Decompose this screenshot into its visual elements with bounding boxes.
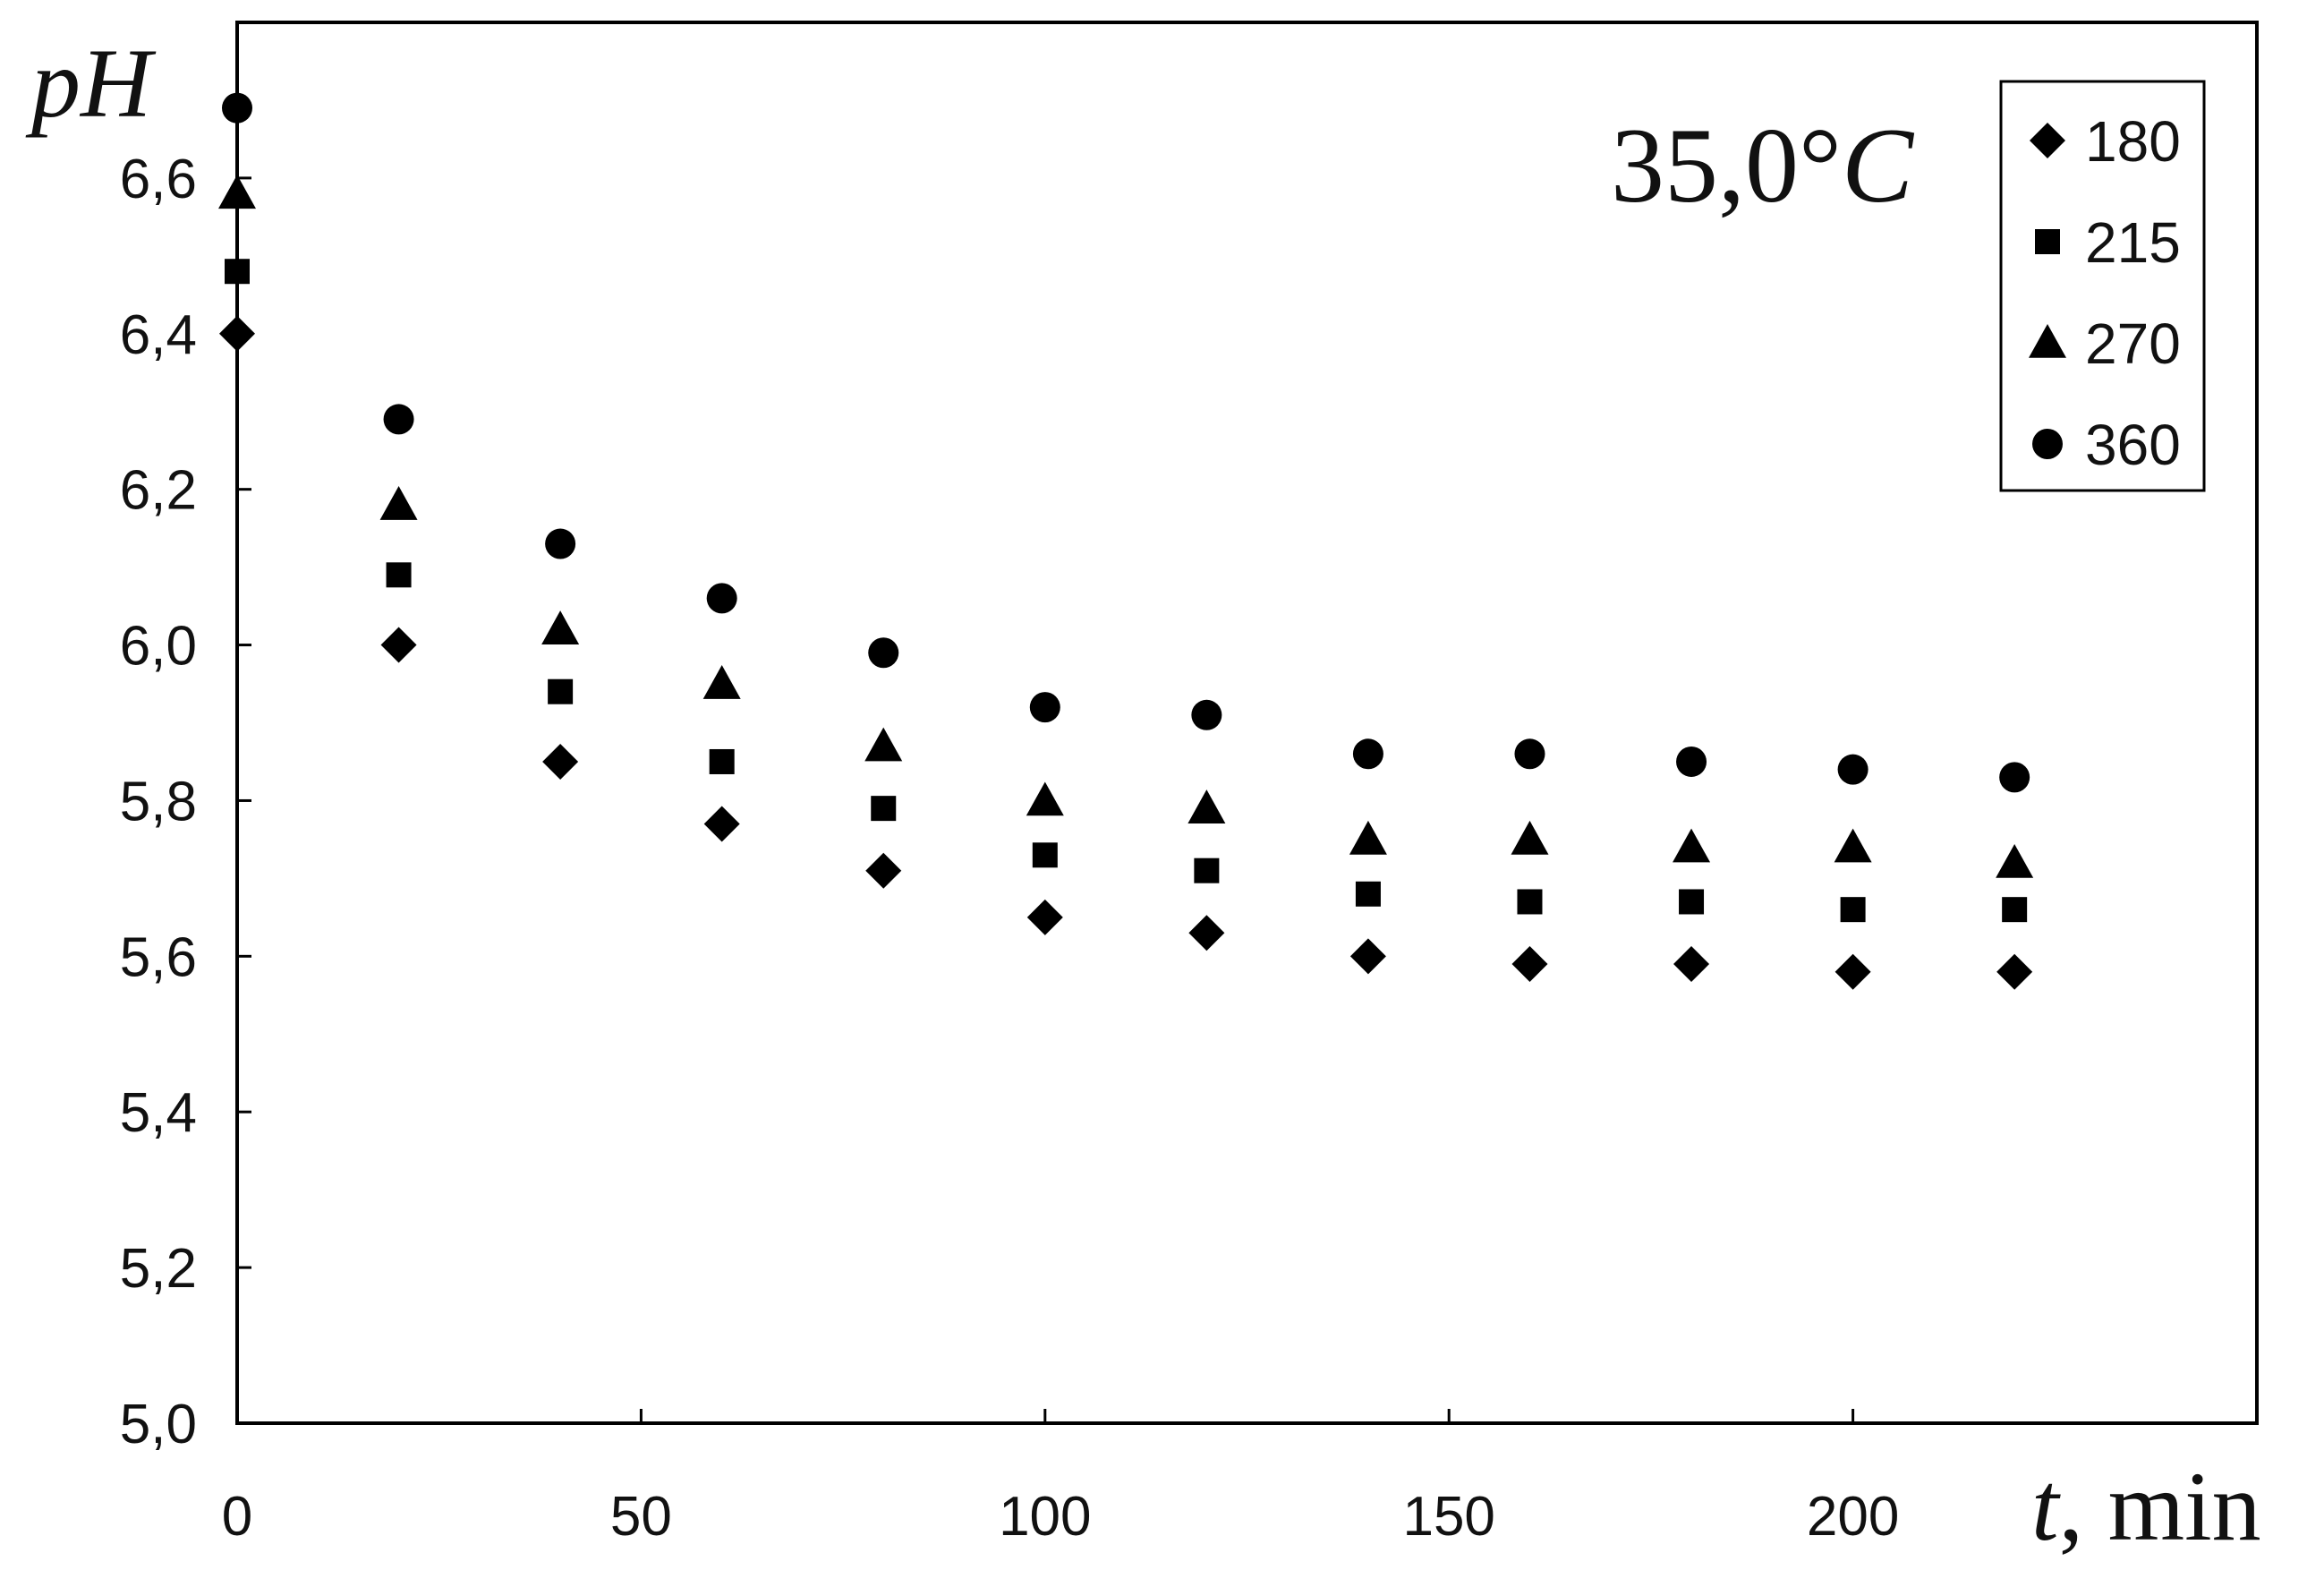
data-point-180 xyxy=(1188,915,1225,951)
y-tick-label: 5,4 xyxy=(120,1082,197,1144)
data-point-270 xyxy=(379,486,418,520)
data-point-360 xyxy=(222,92,252,124)
x-axis-label: t, min xyxy=(2031,1452,2261,1561)
legend-label: 215 xyxy=(2085,210,2181,275)
data-point-180 xyxy=(1835,953,1871,990)
data-point-270 xyxy=(218,175,256,209)
legend-marker-circle-icon xyxy=(2032,429,2063,459)
data-point-360 xyxy=(545,528,576,559)
y-tick-label: 6,4 xyxy=(120,304,197,366)
data-point-360 xyxy=(1352,738,1383,770)
y-tick-label: 6,0 xyxy=(120,616,197,678)
data-point-215 xyxy=(1194,857,1220,883)
data-point-215 xyxy=(386,562,412,588)
data-point-270 xyxy=(1834,828,1872,863)
data-point-270 xyxy=(1026,781,1064,816)
data-point-360 xyxy=(706,583,737,614)
data-point-215 xyxy=(1517,889,1543,915)
y-tick-label: 6,2 xyxy=(120,460,197,522)
legend-marker-square-icon xyxy=(2035,229,2060,254)
data-point-215 xyxy=(548,678,574,704)
data-point-360 xyxy=(1999,762,2030,793)
data-point-215 xyxy=(709,748,735,774)
legend-marker-diamond-icon xyxy=(2030,123,2065,158)
data-point-215 xyxy=(1032,842,1058,868)
x-tick-label: 100 xyxy=(999,1486,1091,1548)
x-tick-label: 150 xyxy=(1402,1486,1494,1548)
legend-label: 180 xyxy=(2085,109,2181,174)
legend-label: 360 xyxy=(2085,413,2181,477)
data-point-270 xyxy=(1349,820,1387,855)
data-point-360 xyxy=(1029,692,1060,723)
chart-title: 35,0°C xyxy=(1611,106,1915,225)
data-point-360 xyxy=(868,637,899,669)
data-point-180 xyxy=(1511,946,1548,983)
legend: 180 215 270 360 xyxy=(1999,80,2206,492)
x-axis-label-unit: , min xyxy=(2059,1452,2261,1561)
data-point-180 xyxy=(380,627,417,663)
data-point-180 xyxy=(865,852,902,889)
data-point-215 xyxy=(1679,889,1705,915)
y-tick-label: 6,6 xyxy=(120,149,197,210)
y-tick-label: 5,6 xyxy=(120,926,197,988)
data-point-360 xyxy=(383,404,414,435)
data-point-180 xyxy=(1026,899,1063,935)
data-point-180 xyxy=(1996,953,2033,990)
data-point-270 xyxy=(1996,844,2034,878)
x-axis-label-var: t xyxy=(2031,1452,2061,1561)
data-point-180 xyxy=(703,806,740,842)
x-tick-label: 200 xyxy=(1807,1486,1899,1548)
y-tick-label: 5,8 xyxy=(120,771,197,832)
data-point-360 xyxy=(1676,746,1707,777)
data-point-360 xyxy=(1514,738,1545,770)
title-unit: C xyxy=(1842,106,1915,225)
y-tick-label: 5,2 xyxy=(120,1238,197,1300)
data-point-270 xyxy=(1188,789,1226,823)
data-point-360 xyxy=(1191,699,1222,730)
data-point-180 xyxy=(542,743,579,780)
title-number: 35,0° xyxy=(1611,106,1842,225)
legend-label: 270 xyxy=(2085,311,2181,376)
data-point-270 xyxy=(702,665,741,699)
data-point-215 xyxy=(225,259,250,285)
y-axis-label: pH xyxy=(25,29,157,138)
x-tick-label: 50 xyxy=(610,1486,672,1548)
x-tick-label: 0 xyxy=(222,1486,252,1548)
data-point-215 xyxy=(871,796,897,822)
legend-marker-triangle-icon xyxy=(2029,324,2066,358)
data-point-180 xyxy=(1349,938,1386,975)
legend-box xyxy=(1999,80,2206,492)
data-point-360 xyxy=(1837,754,1869,785)
data-point-270 xyxy=(541,610,580,644)
data-point-270 xyxy=(1511,820,1549,855)
data-point-215 xyxy=(1355,881,1381,907)
y-tick-label: 5,0 xyxy=(120,1394,197,1455)
data-point-270 xyxy=(864,727,903,762)
plot-area xyxy=(235,21,2259,1425)
data-point-180 xyxy=(219,315,255,352)
data-point-270 xyxy=(1673,828,1711,863)
data-point-215 xyxy=(2002,897,2028,923)
data-point-215 xyxy=(1840,897,1866,923)
data-point-180 xyxy=(1673,946,1710,983)
